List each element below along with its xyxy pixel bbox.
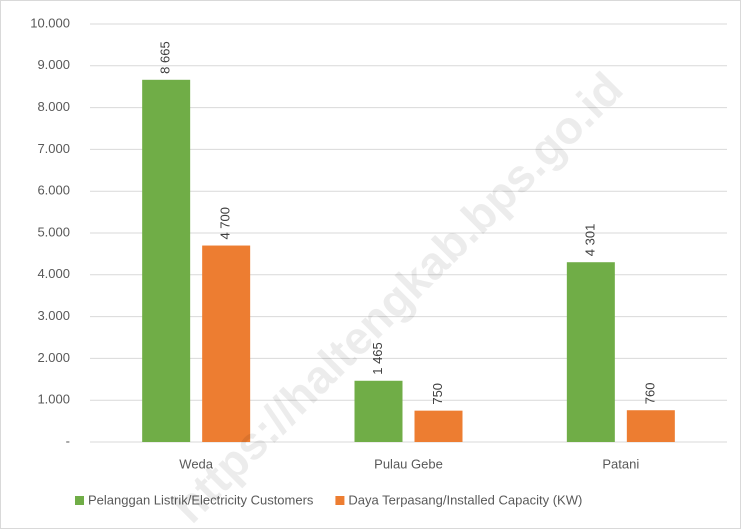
data-label: 4 700 [218, 207, 233, 240]
x-tick-label: Pulau Gebe [374, 456, 443, 471]
legend-label: Daya Terpasang/Installed Capacity (KW) [348, 492, 582, 507]
y-tick-label: 10.000 [30, 15, 70, 30]
y-tick-label: 8.000 [37, 99, 70, 114]
bar [626, 410, 675, 442]
y-tick-label: - [66, 433, 70, 448]
data-label: 4 301 [582, 224, 597, 257]
data-label: 8 665 [158, 41, 173, 74]
x-tick-label: Patani [602, 456, 639, 471]
bar [202, 245, 251, 442]
y-tick-label: 2.000 [37, 350, 70, 365]
legend-swatch [335, 496, 345, 505]
bar [566, 262, 615, 442]
legend-label: Pelanggan Listrik/Electricity Customers [88, 492, 314, 507]
bar [142, 79, 191, 442]
x-tick-label: Weda [179, 456, 213, 471]
data-label: 750 [430, 383, 445, 405]
legend-swatch [75, 496, 84, 505]
y-tick-label: 1.000 [37, 392, 70, 407]
data-label: 760 [642, 383, 657, 405]
y-tick-label: 7.000 [37, 141, 70, 156]
bar [414, 410, 463, 442]
y-tick-label: 9.000 [37, 57, 70, 72]
y-tick-label: 3.000 [37, 308, 70, 323]
bar [354, 380, 403, 442]
y-tick-label: 6.000 [37, 183, 70, 198]
y-tick-label: 5.000 [37, 224, 70, 239]
y-tick-label: 4.000 [37, 266, 70, 281]
data-label: 1 465 [370, 342, 385, 375]
